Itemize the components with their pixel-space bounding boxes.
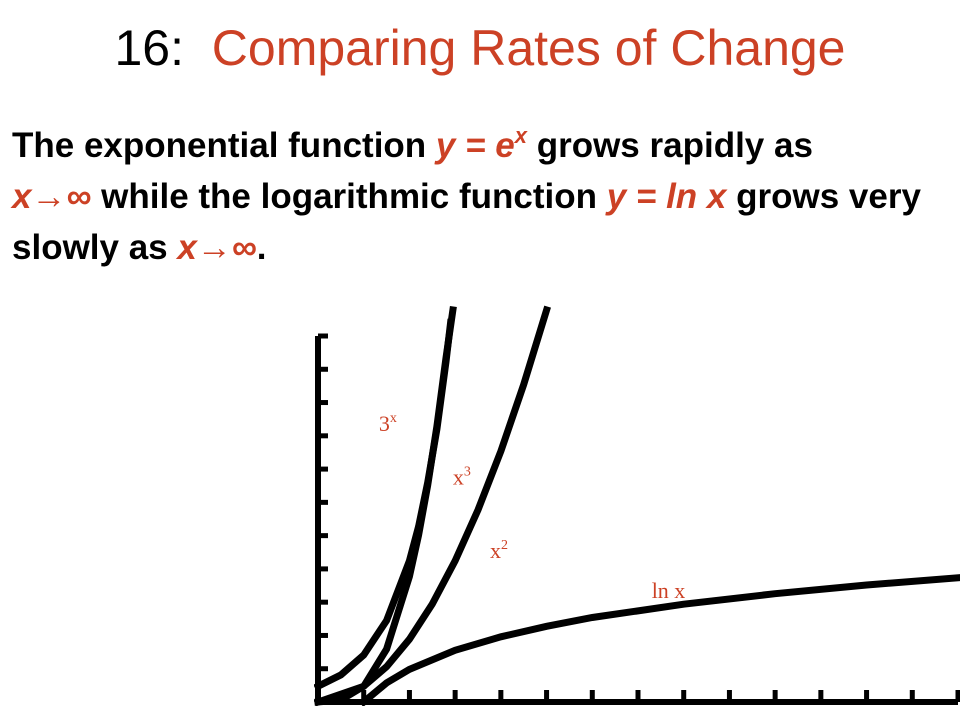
series-label-2: x3 [453,464,471,489]
formula-ln: y = ln x [606,177,727,216]
title-number: 16: [114,20,184,76]
series-label-4: ln x [652,578,686,603]
text-part-5: . [256,228,267,267]
formula-exp-power: x [514,123,527,148]
slide-title: 16: Comparing Rates of Change [0,18,960,78]
text-part-2: grows rapidly as [526,126,813,165]
curves [314,305,960,706]
series-line-4 [358,574,960,706]
growth-chart: 3x x3 x2 ln x [300,270,960,720]
formula-exp: y = ex [435,123,527,166]
formula-exp-base: y = e [435,126,515,165]
series-label-3: x2 [490,538,508,563]
text-part-3: while the logarithmic function [91,177,607,216]
series-line-1 [314,318,455,691]
chart-svg: 3x x3 x2 ln x [314,305,960,706]
limit-arrow-2: →∞ [196,228,257,267]
description-text: The exponential function y = ex grows ra… [12,120,952,273]
series-line-2 [314,306,457,706]
title-text: Comparing Rates of Change [211,20,846,76]
text-part-4: grows very slowly as [12,177,921,267]
series-label-1: 3x [379,411,397,436]
limit-arrow-1: →∞ [31,177,92,216]
limit-x-1: x [12,177,32,216]
limit-x-2: x [177,228,197,267]
text-part-1: The exponential function [12,126,436,165]
series-line-3 [314,305,551,706]
